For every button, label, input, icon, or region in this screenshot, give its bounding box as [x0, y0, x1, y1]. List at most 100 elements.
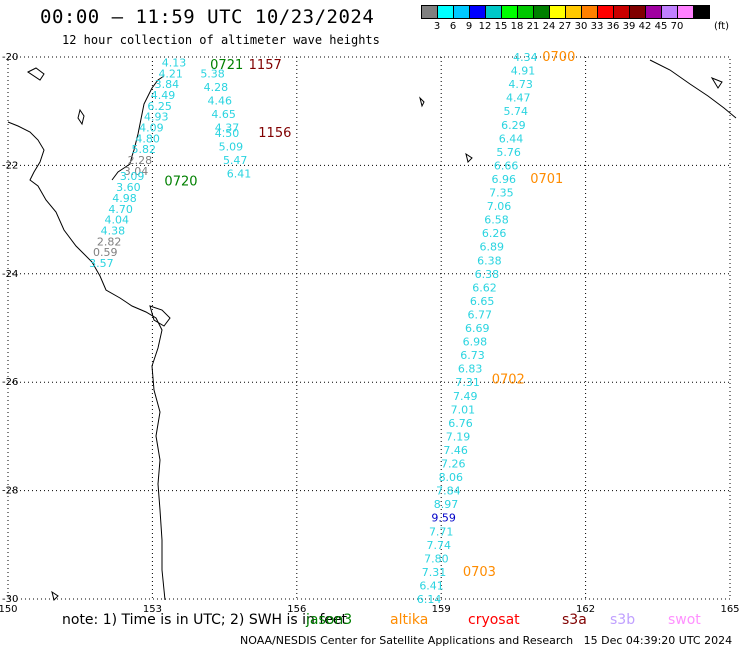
legend-unit: (ft): [714, 21, 730, 32]
wave-height-label: 6.41: [419, 579, 444, 592]
pass-time-label: 1156: [258, 126, 291, 141]
legend-label: 45: [654, 21, 668, 32]
wave-height-label: 4.98: [112, 192, 137, 205]
legend-label: 70: [670, 21, 684, 32]
coastline: [7, 59, 737, 601]
legend-label: 21: [526, 21, 540, 32]
wave-height-label: 5.74: [504, 105, 529, 118]
wave-height-label: 7.49: [453, 390, 478, 403]
wave-height-label: 7.80: [424, 552, 449, 565]
longitude-label: 159: [432, 604, 451, 615]
island-outline: [419, 96, 425, 108]
color-legend: [421, 5, 710, 19]
satellite-label-s3a: s3a: [562, 612, 587, 628]
longitude-label: 156: [287, 604, 306, 615]
wave-height-label: 3.60: [116, 181, 141, 194]
wave-height-label: 3.04: [124, 165, 149, 178]
satellite-label-s3b: s3b: [610, 612, 636, 628]
wave-height-label: 7.84: [436, 485, 461, 498]
latitude-label: -26: [2, 377, 18, 388]
wave-height-label: 7.26: [441, 458, 466, 471]
satellite-label-altika: altika: [390, 612, 429, 628]
wave-height-label: 4.93: [144, 111, 169, 124]
island-outline: [77, 108, 85, 126]
page-subtitle: 12 hour collection of altimeter wave hei…: [62, 33, 380, 47]
australia-coastline: [7, 121, 166, 601]
wave-height-label: 7.31: [455, 376, 480, 389]
wave-height-label: 4.73: [508, 78, 533, 91]
satellite-label-swot: swot: [668, 612, 701, 628]
longitude-label: 153: [143, 604, 162, 615]
east-track: 4.344.914.734.475.746.296.445.766.666.96…: [417, 50, 575, 606]
legend-swatch: [693, 5, 710, 19]
wave-height-label: 3.84: [155, 78, 180, 91]
wave-height-label: 2.82: [97, 235, 122, 248]
island-outline: [465, 152, 473, 163]
wave-height-label: 6.58: [484, 214, 509, 227]
legend-label: 36: [606, 21, 620, 32]
legend-label: 27: [558, 21, 572, 32]
wave-height-label: 0.59: [93, 246, 118, 259]
wave-height-label: 4.21: [158, 67, 183, 80]
pass-time-label: 1157: [249, 58, 282, 73]
wave-height-label: 7.35: [489, 187, 514, 200]
wave-height-label: 4.04: [105, 214, 130, 227]
wave-height-label: 5.76: [496, 146, 521, 159]
wave-height-label: 5.82: [131, 143, 156, 156]
wave-height-label: 4.38: [101, 224, 126, 237]
wave-height-label: 6.41: [227, 168, 252, 181]
satellite-label-jason3: jason3: [306, 612, 353, 628]
legend-label: 33: [590, 21, 604, 32]
wave-height-label: 7.19: [446, 430, 471, 443]
cape-york-coastline: [111, 75, 165, 181]
wave-height-label: 6.44: [499, 132, 524, 145]
longitude-label: 150: [0, 604, 18, 615]
mid-track: 5.384.284.464.654.374.505.095.476.41 1157…: [200, 58, 291, 180]
wave-height-label: 4.37: [215, 121, 240, 134]
wave-height-label: 6.38: [475, 268, 500, 281]
legend-labels: 3 6 9 12 15 18 21 24 27 30 33 36 39 42 45 70: [421, 21, 740, 33]
wave-height-label: 4.70: [108, 203, 133, 216]
pass-time-label: 0702: [492, 372, 525, 387]
latitude-label: -20: [2, 52, 18, 63]
longitude-label: 162: [576, 604, 595, 615]
wave-height-label: 4.80: [135, 132, 160, 145]
wave-height-label: 4.34: [513, 51, 538, 64]
legend-label: 12: [478, 21, 492, 32]
legend-label: 3: [433, 21, 441, 32]
wave-height-label: 6.77: [467, 308, 492, 321]
wave-height-label: 4.50: [215, 127, 240, 140]
wave-height-label: 8.06: [439, 471, 464, 484]
latitude-label: -22: [2, 160, 18, 171]
wave-height-label: 6.25: [147, 100, 172, 113]
pass-time-label: 0720: [164, 175, 197, 190]
wave-height-label: 4.65: [211, 108, 236, 121]
wave-height-label: 9.59: [431, 512, 456, 525]
wave-height-label: 4.13: [162, 56, 187, 69]
footer-note: note: 1) Time is in UTC; 2) SWH is in fe…: [62, 612, 348, 628]
island-outline: [27, 67, 45, 81]
wave-height-label: 4.09: [139, 121, 164, 134]
wave-height-label: 4.49: [151, 89, 176, 102]
grid-lines: 150 153 156 159 162 165 -20 -22 -24 -26 -28 -30: [0, 52, 740, 615]
pass-time-label: 0703: [463, 565, 496, 580]
wave-height-label: 2.28: [128, 154, 153, 167]
wave-height-label: 4.91: [511, 65, 536, 78]
island-outline: [710, 76, 723, 89]
page-title: 00:00 — 11:59 UTC 10/23/2024: [40, 6, 375, 28]
wave-height-label: 7.71: [429, 525, 454, 538]
altimeter-tracks: 4.134.213.844.496.254.934.094.805.822.28…: [89, 50, 575, 606]
island-outline: [51, 590, 59, 601]
wave-height-label: 6.89: [479, 241, 504, 254]
wave-height-label: 6.26: [482, 227, 507, 240]
legend-label: 9: [465, 21, 473, 32]
wave-height-label: 3.57: [89, 257, 114, 270]
wave-height-label: 7.06: [487, 200, 512, 213]
legend-label: 42: [638, 21, 652, 32]
map-frame: [7, 56, 731, 600]
wave-height-label: 6.66: [494, 159, 519, 172]
wave-height-label: 7.46: [443, 444, 468, 457]
wave-height-label: 6.14: [417, 593, 442, 606]
legend-label: 24: [542, 21, 556, 32]
